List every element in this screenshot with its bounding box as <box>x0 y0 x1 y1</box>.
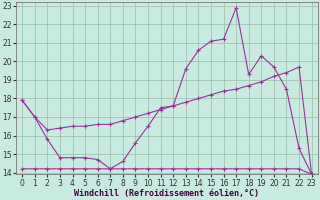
X-axis label: Windchill (Refroidissement éolien,°C): Windchill (Refroidissement éolien,°C) <box>74 189 260 198</box>
